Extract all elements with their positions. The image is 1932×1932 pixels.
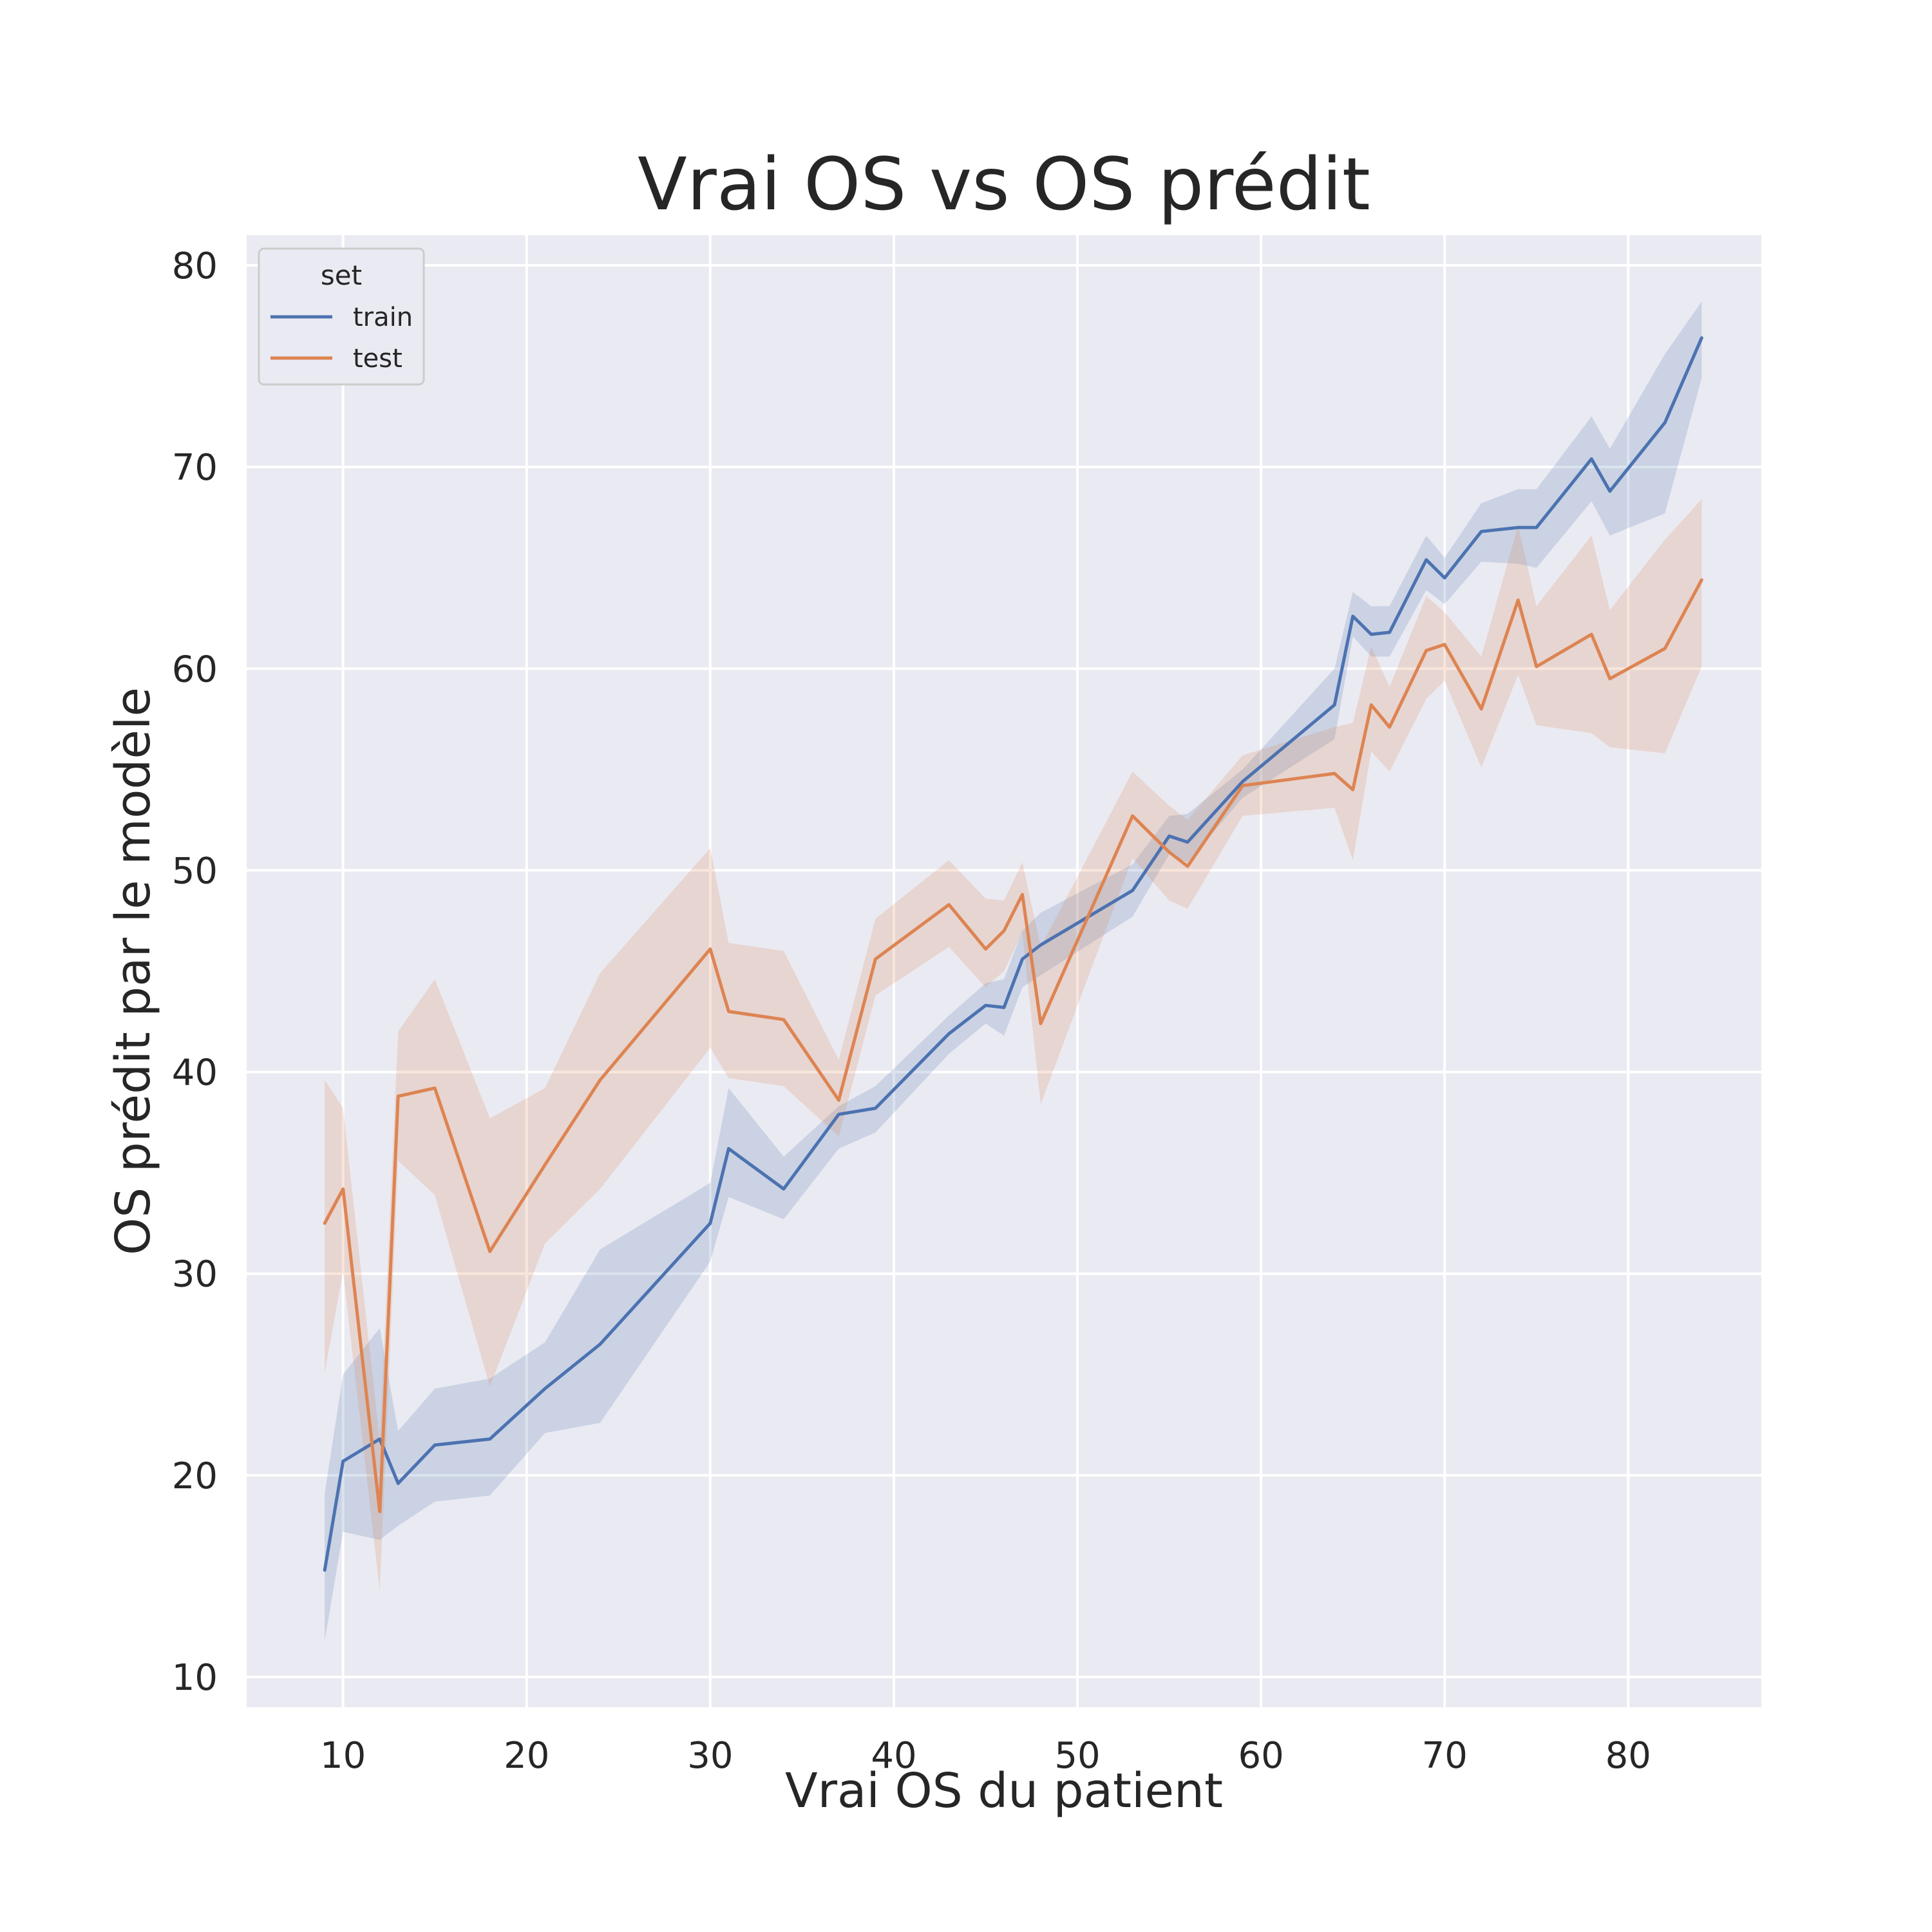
y-axis-ticks: 10 20 30 40 50 60 70 80 xyxy=(172,245,218,1699)
y-tick-label: 40 xyxy=(172,1052,218,1094)
y-tick-label: 50 xyxy=(172,850,218,892)
x-tick-label: 20 xyxy=(504,1735,549,1777)
y-tick-label: 70 xyxy=(172,447,218,489)
y-axis-label: OS prédit par le modèle xyxy=(106,687,161,1255)
x-tick-label: 70 xyxy=(1422,1735,1468,1777)
x-tick-label: 30 xyxy=(687,1735,733,1777)
x-tick-label: 60 xyxy=(1238,1735,1283,1777)
x-tick-label: 80 xyxy=(1605,1735,1651,1777)
x-tick-label: 10 xyxy=(320,1735,366,1777)
y-tick-label: 30 xyxy=(172,1254,218,1296)
legend-label-test: test xyxy=(353,344,402,374)
legend-title: set xyxy=(321,260,362,291)
y-tick-label: 10 xyxy=(172,1657,218,1699)
chart-title: Vrai OS vs OS prédit xyxy=(638,143,1370,227)
y-tick-label: 60 xyxy=(172,649,218,690)
y-tick-label: 20 xyxy=(172,1455,218,1497)
x-axis-label: Vrai OS du patient xyxy=(785,1763,1223,1819)
legend-label-train: train xyxy=(353,303,413,332)
y-tick-label: 80 xyxy=(172,245,218,287)
legend[interactable]: set train test xyxy=(259,249,424,384)
